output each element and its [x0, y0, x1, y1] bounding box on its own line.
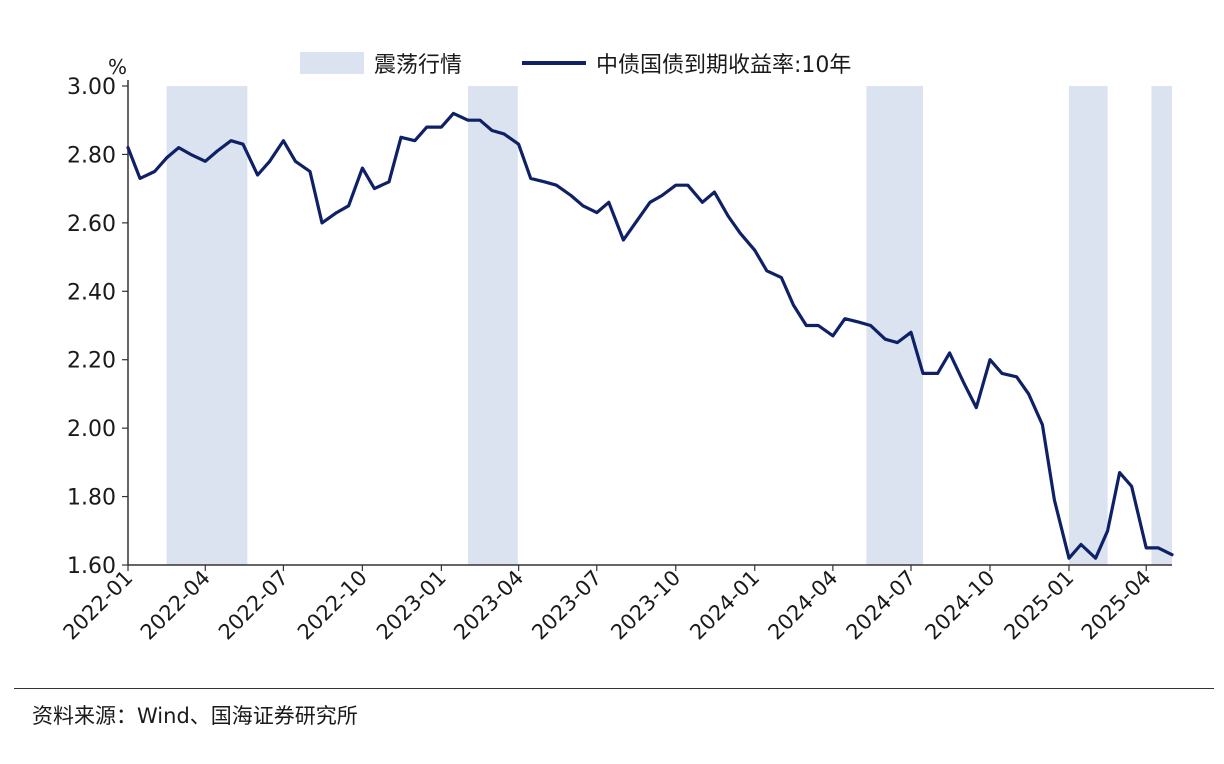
axes	[122, 80, 1172, 571]
x-tick-label: 2022-07	[214, 566, 293, 645]
shaded-band-5	[1151, 86, 1172, 565]
legend-item-band: 震荡行情	[300, 47, 462, 79]
x-tick-label: 2024-07	[842, 566, 921, 645]
series-line-layer	[126, 111, 1174, 560]
x-tick-label: 2024-10	[921, 566, 1000, 645]
x-tick-label: 2024-01	[685, 566, 764, 645]
divider	[14, 688, 1214, 689]
legend-label-band: 震荡行情	[374, 53, 463, 78]
y-tick-label: 2.80	[67, 143, 116, 168]
shaded-band-layer	[166, 86, 1172, 565]
x-tick-label: 2025-04	[1077, 566, 1156, 645]
legend-item-line: 中债国债到期收益率:10年	[522, 47, 851, 79]
x-tick-label: 2023-01	[372, 566, 451, 645]
source-note: 资料来源：Wind、国海证券研究所	[32, 704, 358, 728]
y-tick-label: 3.00	[67, 75, 116, 100]
x-tick-label: 2025-01	[999, 566, 1078, 645]
legend-swatch-line	[522, 61, 587, 65]
x-tick-label: 2024-04	[763, 566, 842, 645]
x-tick-label: 2022-04	[136, 566, 215, 645]
x-tick-label: 2023-04	[449, 566, 528, 645]
y-tick-label: 2.20	[67, 349, 116, 374]
y-axis-unit: %	[108, 55, 127, 79]
y-tick-label: 1.80	[67, 486, 116, 511]
legend-label-line: 中债国债到期收益率:10年	[596, 53, 852, 78]
shaded-band-4	[1068, 86, 1108, 565]
legend-swatch-band	[300, 52, 364, 74]
legend: 震荡行情 中债国债到期收益率:10年	[300, 48, 911, 78]
shaded-band-2	[467, 86, 518, 565]
y-tick-label: 2.40	[67, 280, 116, 305]
y-tick-label: 2.60	[67, 212, 116, 237]
x-tick-label: 2023-10	[606, 566, 685, 645]
y-tick-label: 2.00	[67, 417, 116, 442]
x-tick-label: 2023-07	[527, 566, 606, 645]
series-line-1	[126, 111, 1174, 560]
x-tick-label: 2022-10	[293, 566, 372, 645]
shaded-band-3	[866, 86, 924, 565]
y-tick-label: 1.60	[67, 554, 116, 579]
shaded-band-1	[166, 86, 248, 565]
